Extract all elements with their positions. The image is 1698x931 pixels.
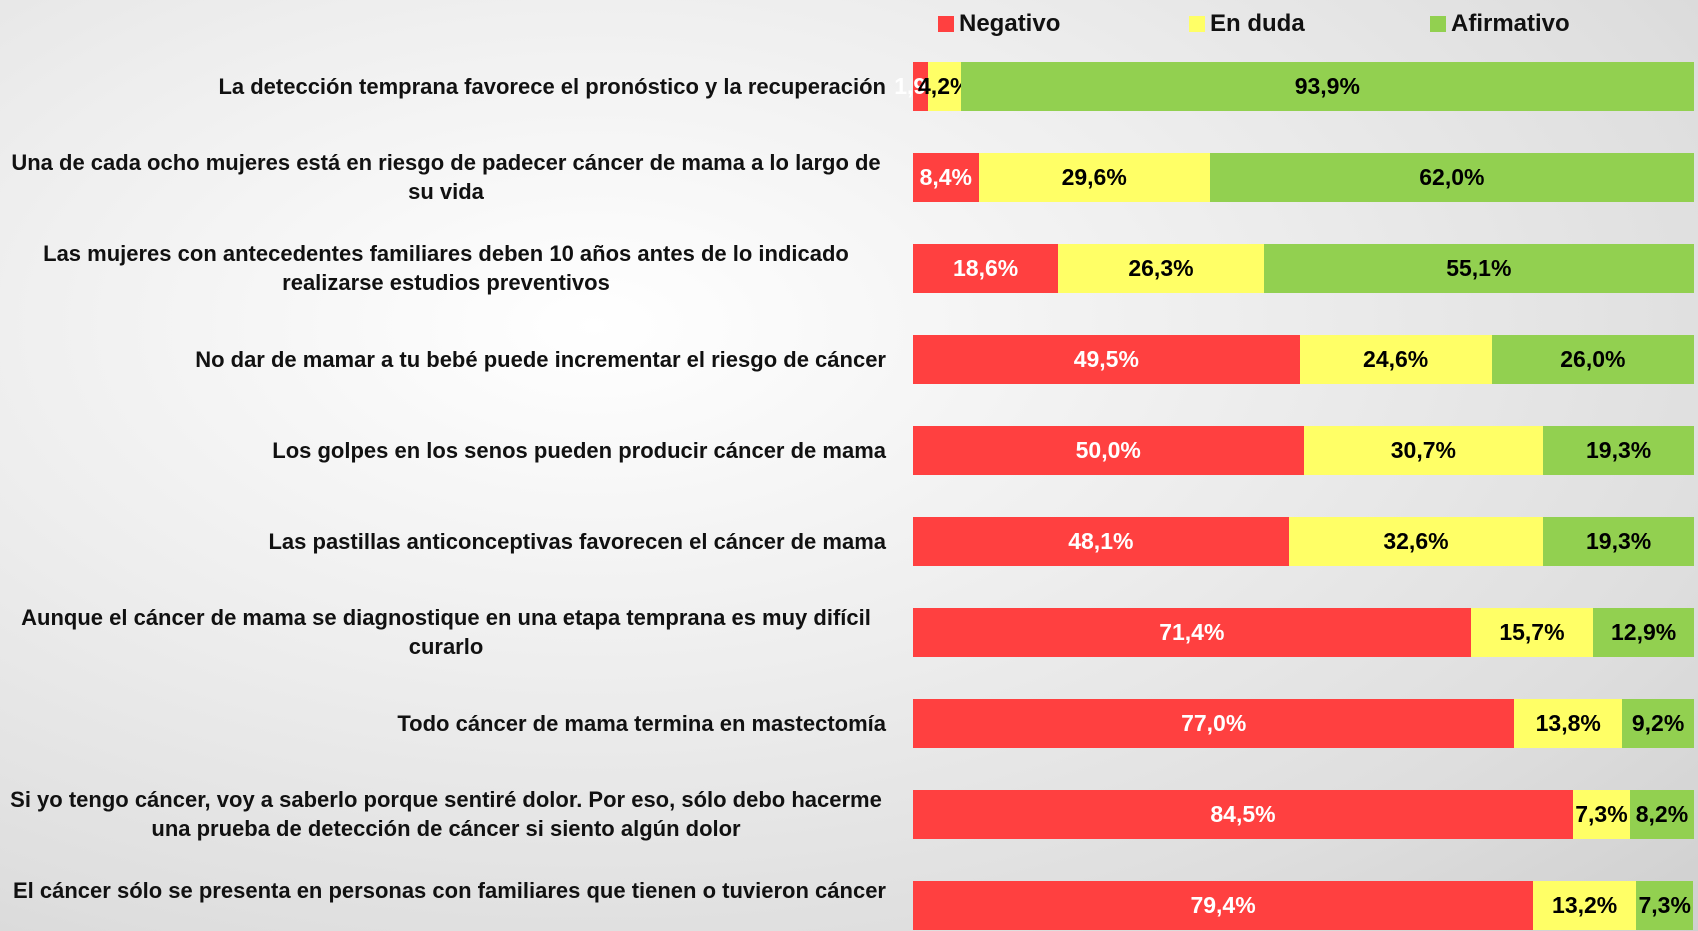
category-label: No dar de mamar a tu bebé puede incremen… xyxy=(6,345,886,374)
value-label: 9,2% xyxy=(1631,709,1685,736)
value-label: 8,2% xyxy=(1635,800,1689,827)
value-label: 12,9% xyxy=(1611,618,1677,645)
bar-segment: 12,9% xyxy=(1593,607,1694,657)
value-label: 8,4% xyxy=(919,163,973,190)
value-label: 13,8% xyxy=(1535,709,1601,736)
bar-segment: 13,2% xyxy=(1533,880,1637,930)
value-label: 49,5% xyxy=(1073,345,1139,372)
bar-segment: 71,4% xyxy=(913,607,1471,657)
bar-segment: 79,4% xyxy=(913,880,1534,930)
bar-segment: 13,8% xyxy=(1514,698,1623,748)
bar-segment: 4,2% xyxy=(918,61,971,111)
value-label: 77,0% xyxy=(1181,709,1247,736)
legend-label: Negativo xyxy=(959,10,1061,37)
value-label: 4,2% xyxy=(918,72,971,99)
value-label: 18,6% xyxy=(953,254,1019,281)
category-label: Los golpes en los senos pueden producir … xyxy=(6,436,886,465)
category-text: Si yo tengo cáncer, voy a saberlo porque… xyxy=(10,787,882,841)
bar-segment: 29,6% xyxy=(978,152,1210,202)
legend-swatch xyxy=(938,16,954,32)
legend-label: Afirmativo xyxy=(1451,10,1570,37)
bar-segment: 32,6% xyxy=(1288,516,1544,566)
category-text: Los golpes en los senos pueden producir … xyxy=(272,437,886,463)
bar-segment: 77,0% xyxy=(913,698,1515,748)
value-label: 19,3% xyxy=(1586,527,1652,554)
value-label: 84,5% xyxy=(1210,800,1276,827)
bar-segment: 19,3% xyxy=(1543,516,1694,566)
bar-segment: 8,4% xyxy=(913,152,979,202)
category-label: La detección temprana favorece el pronós… xyxy=(6,72,886,101)
value-label: 19,3% xyxy=(1586,436,1652,463)
value-label: 24,6% xyxy=(1363,345,1429,372)
bar-segment: 30,7% xyxy=(1303,425,1544,475)
bar-segment: 26,3% xyxy=(1058,243,1264,293)
category-label: Aunque el cáncer de mama se diagnostique… xyxy=(6,603,886,661)
category-text: Las mujeres con antecedentes familiares … xyxy=(43,241,849,295)
legend-swatch xyxy=(1189,16,1205,32)
bar-segment: 24,6% xyxy=(1299,334,1492,384)
category-label: El cáncer sólo se presenta en personas c… xyxy=(6,876,886,905)
value-label: 30,7% xyxy=(1390,436,1456,463)
value-label: 15,7% xyxy=(1499,618,1565,645)
legend-item: En duda xyxy=(1189,10,1305,38)
category-text: Las pastillas anticonceptivas favorecen … xyxy=(268,528,886,554)
value-label: 26,3% xyxy=(1128,254,1194,281)
bar-segment: 62,0% xyxy=(1209,152,1694,202)
bar-segment: 7,3% xyxy=(1572,789,1630,839)
category-label: Una de cada ocho mujeres está en riesgo … xyxy=(6,148,886,206)
value-label: 7,3% xyxy=(1575,800,1628,827)
category-text: La detección temprana favorece el pronós… xyxy=(218,73,886,99)
bar-segment: 15,7% xyxy=(1470,607,1594,657)
value-label: 26,0% xyxy=(1560,345,1626,372)
bar-segment: 8,2% xyxy=(1629,789,1694,839)
value-label: 62,0% xyxy=(1419,163,1485,190)
value-label: 7,3% xyxy=(1638,891,1691,918)
bar-segment: 84,5% xyxy=(913,789,1573,839)
value-label: 55,1% xyxy=(1446,254,1512,281)
category-text: No dar de mamar a tu bebé puede incremen… xyxy=(195,346,886,372)
value-label: 71,4% xyxy=(1159,618,1225,645)
category-label: Si yo tengo cáncer, voy a saberlo porque… xyxy=(6,785,886,843)
value-label: 13,2% xyxy=(1552,891,1618,918)
value-label: 48,1% xyxy=(1068,527,1134,554)
category-text: Una de cada ocho mujeres está en riesgo … xyxy=(11,150,881,204)
category-text: El cáncer sólo se presenta en personas c… xyxy=(13,878,886,903)
bar-segment: 18,6% xyxy=(913,243,1059,293)
bar-segment: 49,5% xyxy=(913,334,1300,384)
bar-segment: 48,1% xyxy=(913,516,1289,566)
category-label: Las pastillas anticonceptivas favorecen … xyxy=(6,527,886,556)
value-label: 50,0% xyxy=(1075,436,1141,463)
legend-item: Afirmativo xyxy=(1430,10,1570,38)
bar-segment: 19,3% xyxy=(1543,425,1694,475)
legend-item: Negativo xyxy=(938,10,1060,38)
category-label: Las mujeres con antecedentes familiares … xyxy=(6,239,886,297)
bar-segment: 55,1% xyxy=(1263,243,1694,293)
value-label: 93,9% xyxy=(1294,72,1360,99)
category-text: Todo cáncer de mama termina en mastectom… xyxy=(397,710,886,736)
value-label: 79,4% xyxy=(1190,891,1256,918)
bar-segment: 50,0% xyxy=(913,425,1304,475)
legend-swatch xyxy=(1430,16,1446,32)
legend-label: En duda xyxy=(1210,10,1305,37)
bar-segment: 7,3% xyxy=(1636,880,1694,930)
value-label: 29,6% xyxy=(1061,163,1127,190)
category-text: Aunque el cáncer de mama se diagnostique… xyxy=(21,605,871,659)
bar-segment: 93,9% xyxy=(960,61,1694,111)
value-label: 32,6% xyxy=(1383,527,1449,554)
bar-segment: 26,0% xyxy=(1491,334,1694,384)
category-label: Todo cáncer de mama termina en mastectom… xyxy=(6,709,886,738)
bar-segment: 9,2% xyxy=(1622,698,1694,748)
